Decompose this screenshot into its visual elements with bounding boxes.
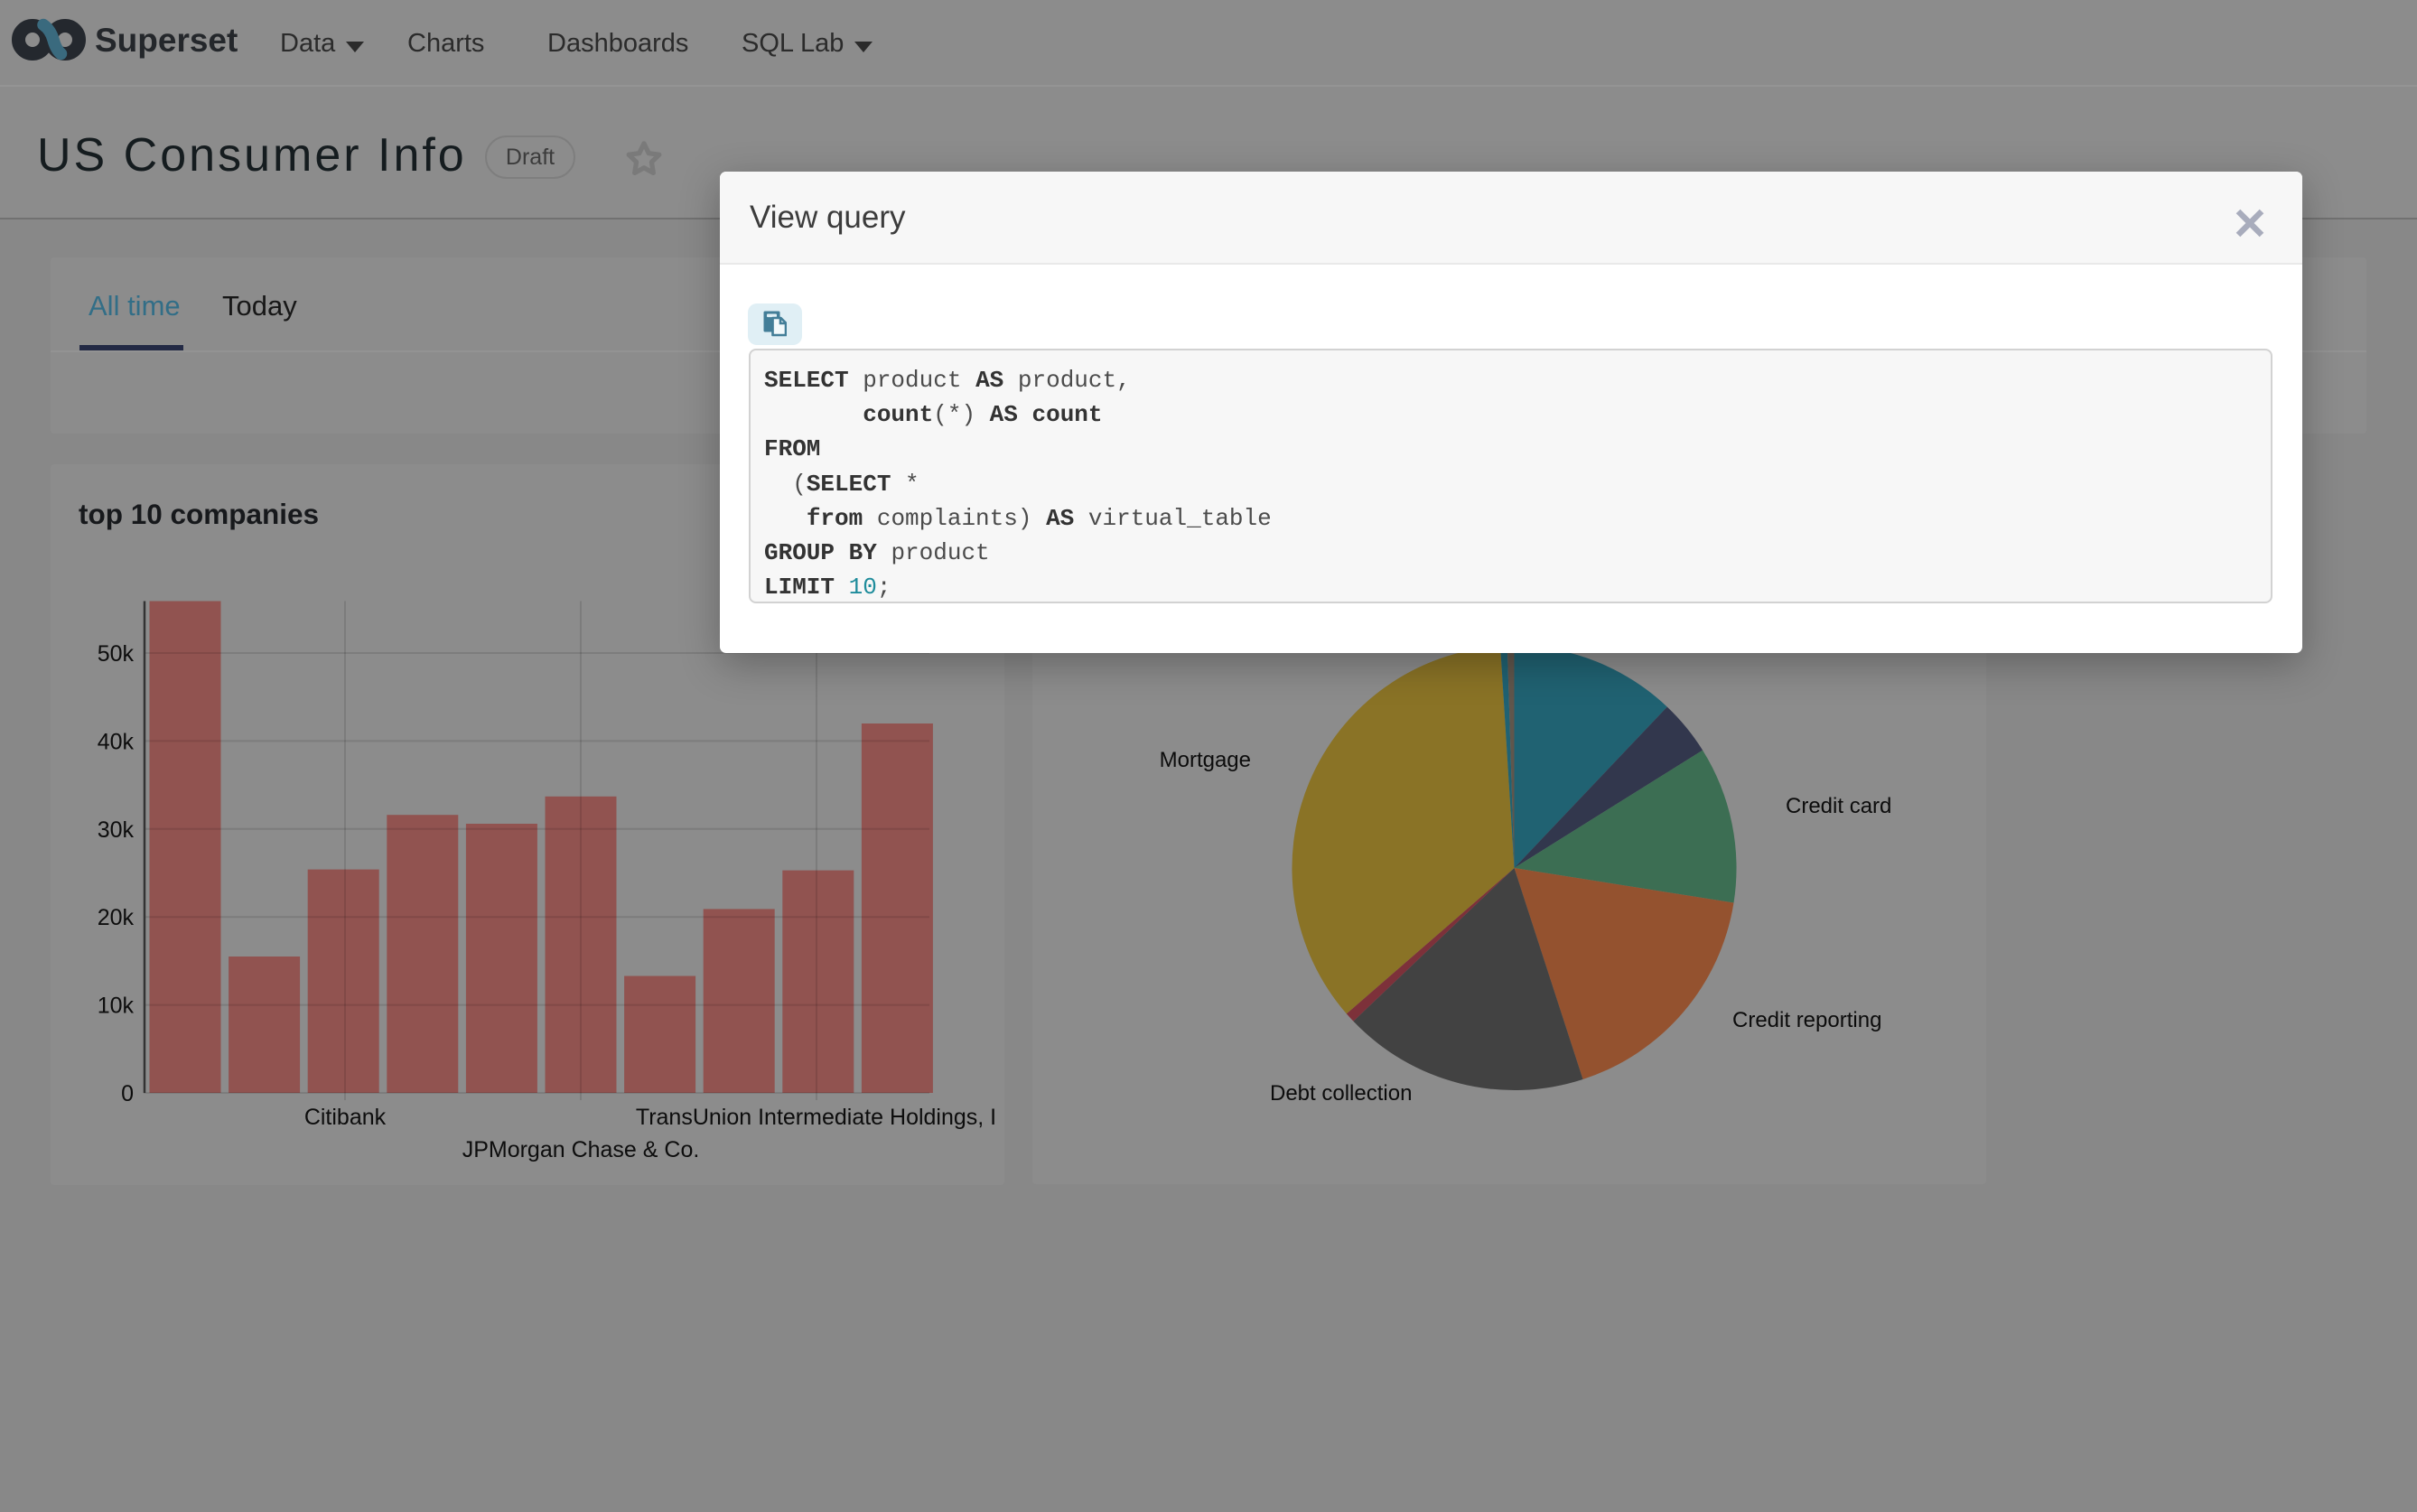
svg-text:20k: 20k bbox=[98, 905, 135, 930]
svg-text:10k: 10k bbox=[98, 994, 135, 1019]
svg-text:Citibank: Citibank bbox=[304, 1105, 387, 1130]
svg-text:Mortgage: Mortgage bbox=[1160, 748, 1251, 772]
svg-text:Credit card: Credit card bbox=[1786, 794, 1891, 818]
svg-text:Debt collection: Debt collection bbox=[1270, 1081, 1412, 1106]
svg-text:30k: 30k bbox=[98, 817, 135, 843]
svg-text:Credit reporting: Credit reporting bbox=[1732, 1008, 1881, 1032]
svg-text:40k: 40k bbox=[98, 729, 135, 754]
svg-text:JPMorgan Chase & Co.: JPMorgan Chase & Co. bbox=[462, 1137, 700, 1162]
svg-text:TransUnion Intermediate Holdin: TransUnion Intermediate Holdings, I bbox=[636, 1105, 996, 1130]
svg-text:0: 0 bbox=[121, 1081, 134, 1106]
svg-text:50k: 50k bbox=[98, 641, 135, 667]
